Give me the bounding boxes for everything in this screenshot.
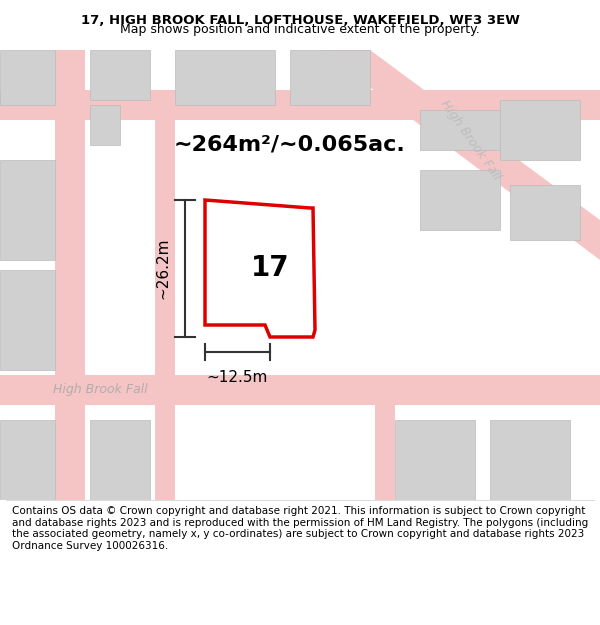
Polygon shape	[0, 90, 600, 120]
Text: Contains OS data © Crown copyright and database right 2021. This information is : Contains OS data © Crown copyright and d…	[12, 506, 588, 551]
Text: High Brook Fall: High Brook Fall	[437, 98, 502, 182]
Bar	[90, 420, 150, 500]
Bar	[90, 50, 150, 100]
Text: ~26.2m: ~26.2m	[155, 238, 170, 299]
Text: ~12.5m: ~12.5m	[207, 370, 268, 385]
Text: ~264m²/~0.065ac.: ~264m²/~0.065ac.	[174, 135, 406, 155]
Text: 17: 17	[251, 254, 289, 282]
Bar	[290, 50, 370, 105]
Bar	[175, 50, 275, 105]
Bar	[0, 160, 55, 260]
Bar	[0, 270, 55, 370]
Polygon shape	[375, 380, 395, 500]
Polygon shape	[0, 375, 600, 405]
Polygon shape	[320, 50, 600, 260]
Polygon shape	[55, 50, 85, 500]
Bar	[420, 110, 500, 150]
Bar	[0, 50, 55, 105]
Bar	[420, 170, 500, 230]
Bar	[0, 420, 55, 500]
Text: 17, HIGH BROOK FALL, LOFTHOUSE, WAKEFIELD, WF3 3EW: 17, HIGH BROOK FALL, LOFTHOUSE, WAKEFIEL…	[80, 14, 520, 27]
Bar	[500, 100, 580, 160]
Text: High Brook Fall: High Brook Fall	[53, 384, 148, 396]
Bar	[490, 420, 570, 500]
Bar	[90, 105, 120, 145]
Bar	[395, 420, 475, 500]
Polygon shape	[155, 120, 175, 500]
Polygon shape	[205, 200, 315, 337]
Text: Map shows position and indicative extent of the property.: Map shows position and indicative extent…	[120, 23, 480, 36]
Bar	[510, 185, 580, 240]
